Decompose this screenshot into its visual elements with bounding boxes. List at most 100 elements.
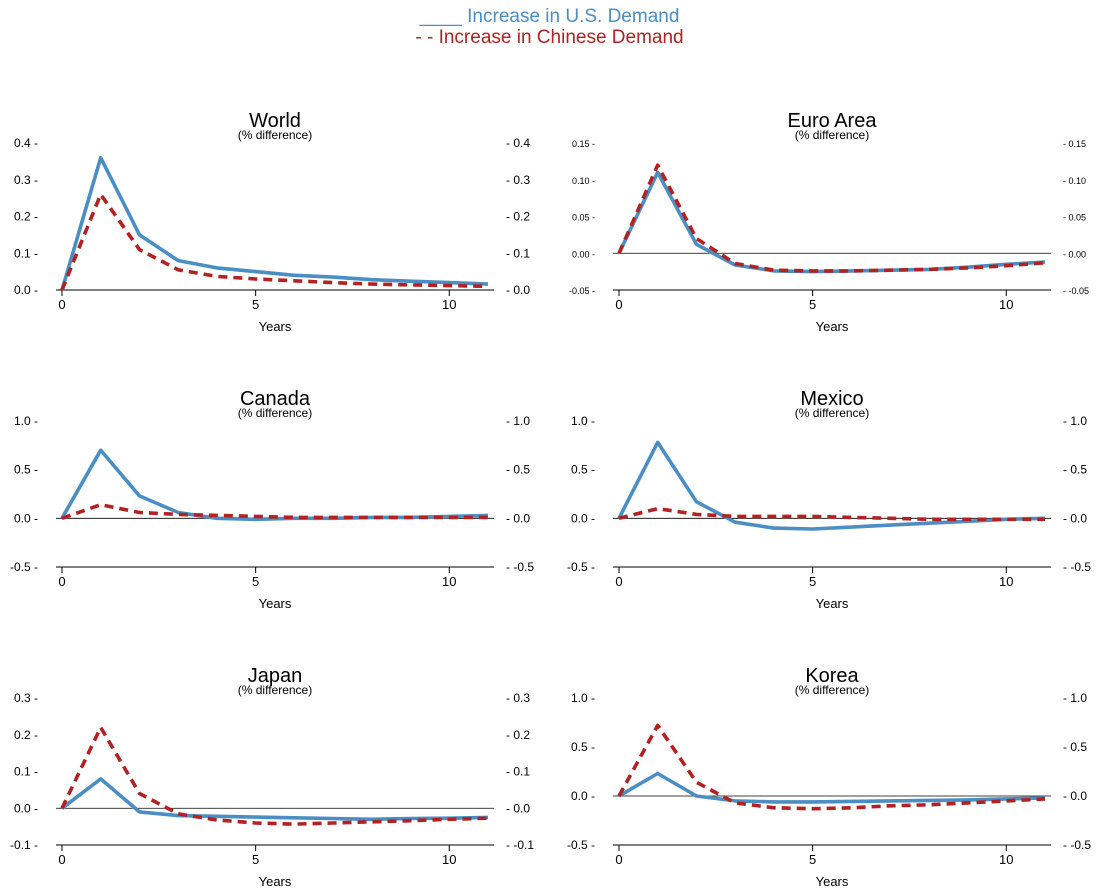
y-tick-label-right: - 0.05 [1063,213,1086,223]
y-tick-label-left: 0.1 - [14,246,38,260]
chart-title: Korea [805,665,859,687]
y-tick-label-right: - 1.0 [506,414,530,428]
x-tick-label: 10 [442,574,456,589]
y-tick-label-right: - 0.4 [506,136,530,150]
x-tick-label: 5 [252,574,259,589]
y-tick-label-right: - -0.5 [1063,838,1091,852]
x-tick-label: 5 [809,297,816,312]
chart-title: World [249,110,301,132]
chart-subtitle: (% difference) [238,128,312,142]
y-tick-label-right: - 1.0 [1063,414,1087,428]
x-axis-label: Years [816,596,849,611]
legend-chinese-demand: - - Increase in Chinese Demand [415,27,684,48]
y-tick-label-right: - 0.0 [1063,511,1087,525]
chart-title: Canada [240,388,311,410]
x-tick-label: 10 [999,297,1013,312]
series-us-demand-line [60,155,489,291]
y-tick-label-left: -0.5 - [567,560,595,574]
x-tick-label: 5 [809,574,816,589]
x-tick-label: 0 [615,297,622,312]
chart-panel-world: World(% difference) 0 5 10 Years 0.0 - - 0.0 0.… [14,110,530,334]
series-us-demand-line [60,448,489,522]
legend-us-demand: ____ Increase in U.S. Demand [419,6,680,27]
x-tick-label: 0 [615,574,622,589]
y-tick-label-left: 0.2 - [14,728,38,742]
x-tick-label: 5 [809,852,816,867]
y-tick-label-right: - 0.00 [1063,249,1086,259]
y-tick-label-right: - 0.5 [506,463,530,477]
y-tick-label-right: - 0.15 [1063,139,1086,149]
series-us-demand-line [60,777,489,822]
chart-subtitle: (% difference) [795,128,869,142]
chart-title: Japan [248,665,303,687]
chart-title: Euro Area [788,110,878,132]
x-tick-label: 5 [252,297,259,312]
legend: ____ Increase in U.S. Demand - - Increas… [0,6,1099,48]
y-tick-label-right: - 0.1 [506,246,530,260]
y-tick-label-left: -0.05 - [569,286,595,296]
x-tick-label: 10 [999,574,1013,589]
y-tick-label-left: 0.4 - [14,136,38,150]
chart-subtitle: (% difference) [795,406,869,420]
y-tick-label-left: 1.0 - [571,691,595,705]
chart-title: Mexico [800,388,863,410]
x-axis-label: Years [816,319,849,334]
series-chinese-demand-line [60,192,489,291]
y-tick-label-right: - -0.1 [506,838,534,852]
y-tick-label-right: - 0.1 [506,765,530,779]
y-tick-label-right: - -0.5 [1063,560,1091,574]
y-tick-label-left: 0.0 - [14,283,38,297]
y-tick-label-right: - 0.0 [506,511,530,525]
y-tick-label-right: - 0.0 [1063,789,1087,803]
x-axis-label: Years [259,319,292,334]
series-chinese-demand-line [61,502,488,520]
y-tick-label-right: - 0.2 [506,210,530,224]
series-chinese-demand-line [618,506,1045,522]
chart-panel-mexico: Mexico(% difference) 0 5 10 Years -0.5 - - -0.… [567,388,1091,611]
series-chinese-demand-line [617,723,1046,811]
y-tick-label-right: - -0.5 [506,560,534,574]
y-tick-label-left: 0.10 - [572,176,595,186]
y-tick-label-left: 1.0 - [14,414,38,428]
x-axis-label: Years [816,874,849,888]
chart-panel-euro-area: Euro Area(% difference) 0 5 10 Years -0.05 - -… [569,110,1089,334]
x-axis-label: Years [259,596,292,611]
y-tick-label-left: 0.3 - [14,173,38,187]
y-tick-label-left: 0.0 - [571,511,595,525]
y-tick-label-left: 0.2 - [14,210,38,224]
y-tick-label-right: - 0.3 [506,173,530,187]
x-tick-label: 10 [999,852,1013,867]
y-tick-label-left: 0.0 - [14,511,38,525]
x-tick-label: 10 [442,297,456,312]
y-tick-label-left: -0.5 - [10,560,38,574]
series-us-demand-line [617,170,1046,274]
y-tick-label-left: 1.0 - [571,414,595,428]
chart-panel-korea: Korea(% difference) 0 5 10 Years -0.5 - - -0.5… [567,665,1091,888]
y-tick-label-right: - 0.0 [506,801,530,815]
x-axis-label: Years [259,874,292,888]
chart-subtitle: (% difference) [795,683,869,697]
y-tick-label-left: 0.0 - [14,801,38,815]
y-tick-label-left: 0.05 - [572,213,595,223]
y-tick-label-left: 0.5 - [14,463,38,477]
x-tick-label: 0 [615,852,622,867]
chart-subtitle: (% difference) [238,683,312,697]
y-tick-label-left: 0.0 - [571,789,595,803]
chart-panel-japan: Japan(% difference) 0 5 10 Years -0.1 - - -0.1… [10,665,534,888]
y-tick-label-left: 0.5 - [571,463,595,477]
y-tick-label-left: 0.00 - [572,249,595,259]
x-tick-label: 0 [58,574,65,589]
x-tick-label: 0 [58,297,65,312]
x-tick-label: 5 [252,852,259,867]
y-tick-label-right: - 0.0 [506,283,530,297]
series-us-demand-line [618,771,1046,804]
y-tick-label-right: - 0.3 [506,691,530,705]
x-tick-label: 10 [442,852,456,867]
y-tick-label-right: - 0.5 [1063,463,1087,477]
y-tick-label-left: -0.5 - [567,838,595,852]
series-chinese-demand-line [60,725,489,826]
chart-subtitle: (% difference) [238,406,312,420]
y-tick-label-left: 0.5 - [571,740,595,754]
y-tick-label-right: - 0.5 [1063,740,1087,754]
